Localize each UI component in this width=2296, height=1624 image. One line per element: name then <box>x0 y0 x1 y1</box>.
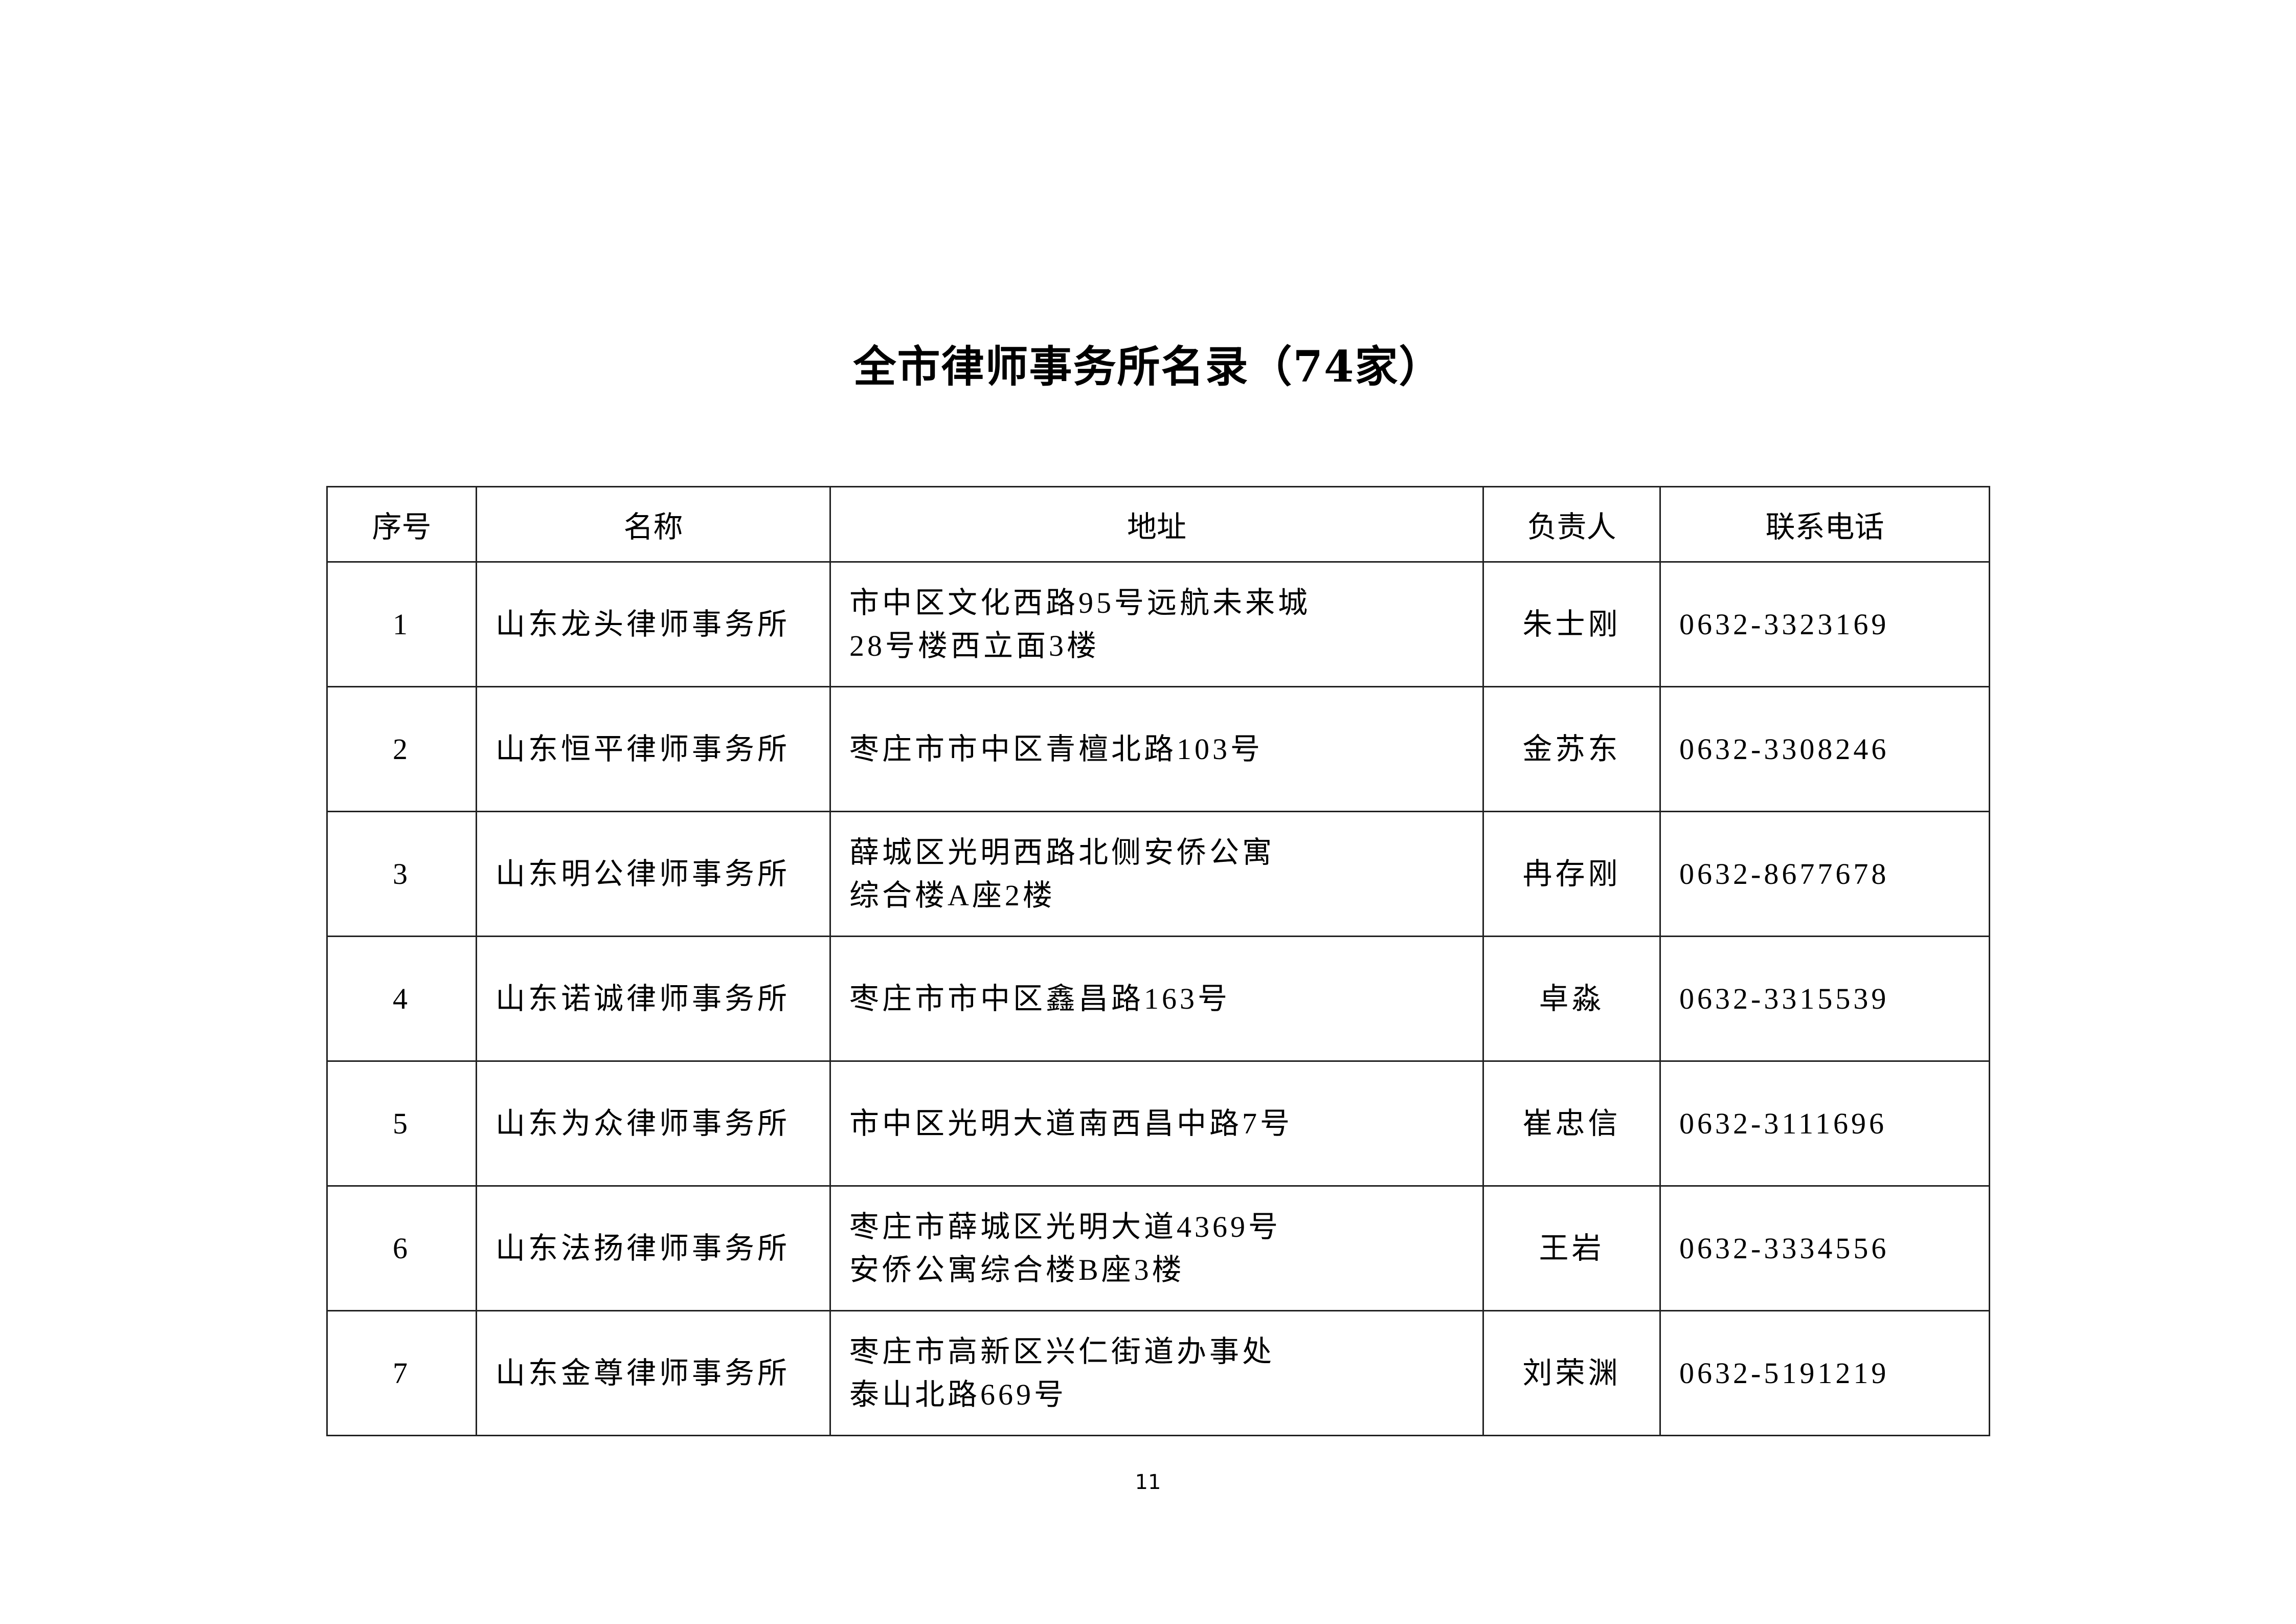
cell-head: 卓淼 <box>1482 936 1661 1062</box>
cell-name: 山东龙头律师事务所 <box>476 561 831 687</box>
address-line: 枣庄市薛城区光明大道4369号 <box>849 1210 1281 1243</box>
cell-name: 山东法扬律师事务所 <box>476 1185 831 1311</box>
cell-no: 6 <box>326 1185 477 1311</box>
cell-name: 山东恒平律师事务所 <box>476 686 831 812</box>
cell-address: 枣庄市高新区兴仁街道办事处 泰山北路669号 <box>829 1310 1484 1436</box>
cell-phone: 0632-5191219 <box>1659 1310 1990 1436</box>
address-line: 薛城区光明西路北侧安侨公寓 <box>849 835 1275 869</box>
address-line: 枣庄市市中区青檀北路103号 <box>849 732 1264 766</box>
cell-no: 4 <box>326 936 477 1062</box>
address-line: 市中区文化西路95号远航未来城 <box>849 586 1311 619</box>
header-no: 序号 <box>326 486 477 563</box>
cell-phone: 0632-8677678 <box>1659 811 1990 937</box>
cell-name: 山东诺诚律师事务所 <box>476 936 831 1062</box>
header-address: 地址 <box>829 486 1484 563</box>
table-row: 7 山东金尊律师事务所 枣庄市高新区兴仁街道办事处 泰山北路669号 刘荣渊 0632-5… <box>326 1310 1990 1436</box>
header-head: 负责人 <box>1482 486 1661 563</box>
cell-phone: 0632-3334556 <box>1659 1185 1990 1311</box>
cell-head: 刘荣渊 <box>1482 1310 1661 1436</box>
table-row: 6 山东法扬律师事务所 枣庄市薛城区光明大道4369号 安侨公寓综合楼B座3楼 王岩 06… <box>326 1185 1990 1311</box>
table-row: 2 山东恒平律师事务所 枣庄市市中区青檀北路103号 金苏东 0632-3308246 <box>326 686 1990 812</box>
cell-name: 山东为众律师事务所 <box>476 1060 831 1187</box>
cell-address: 枣庄市薛城区光明大道4369号 安侨公寓综合楼B座3楼 <box>829 1185 1484 1311</box>
address-line: 28号楼西立面3楼 <box>849 629 1100 662</box>
address-line: 枣庄市市中区鑫昌路163号 <box>849 982 1231 1015</box>
cell-no: 2 <box>326 686 477 812</box>
cell-address: 枣庄市市中区鑫昌路163号 <box>829 936 1484 1062</box>
address-line: 泰山北路669号 <box>849 1377 1067 1411</box>
page-number: 11 <box>1135 1471 1161 1494</box>
cell-phone: 0632-3308246 <box>1659 686 1990 812</box>
cell-name: 山东金尊律师事务所 <box>476 1310 831 1436</box>
header-phone: 联系电话 <box>1659 486 1990 563</box>
cell-phone: 0632-3323169 <box>1659 561 1990 687</box>
cell-address: 薛城区光明西路北侧安侨公寓 综合楼A座2楼 <box>829 811 1484 937</box>
cell-phone: 0632-3315539 <box>1659 936 1990 1062</box>
cell-address: 市中区光明大道南西昌中路7号 <box>829 1060 1484 1187</box>
cell-head: 王岩 <box>1482 1185 1661 1311</box>
cell-head: 朱士刚 <box>1482 561 1661 687</box>
cell-name: 山东明公律师事务所 <box>476 811 831 937</box>
cell-no: 7 <box>326 1310 477 1436</box>
address-line: 综合楼A座2楼 <box>849 878 1055 912</box>
cell-address: 市中区文化西路95号远航未来城 28号楼西立面3楼 <box>829 561 1484 687</box>
address-line: 市中区光明大道南西昌中路7号 <box>849 1106 1293 1140</box>
table-row: 3 山东明公律师事务所 薛城区光明西路北侧安侨公寓 综合楼A座2楼 冉存刚 0632-86… <box>326 811 1990 937</box>
cell-head: 金苏东 <box>1482 686 1661 812</box>
table-row: 4 山东诺诚律师事务所 枣庄市市中区鑫昌路163号 卓淼 0632-3315539 <box>326 936 1990 1062</box>
page-title: 全市律师事务所名录（74家） <box>853 341 1443 392</box>
table-row: 1 山东龙头律师事务所 市中区文化西路95号远航未来城 28号楼西立面3楼 朱士刚 063… <box>326 561 1990 687</box>
cell-no: 1 <box>326 561 477 687</box>
cell-address: 枣庄市市中区青檀北路103号 <box>829 686 1484 812</box>
cell-head: 冉存刚 <box>1482 811 1661 937</box>
cell-phone: 0632-3111696 <box>1659 1060 1990 1187</box>
table-header-row: 序号 名称 地址 负责人 联系电话 <box>326 486 1990 563</box>
header-name: 名称 <box>476 486 831 563</box>
address-line: 枣庄市高新区兴仁街道办事处 <box>849 1334 1275 1368</box>
cell-no: 3 <box>326 811 477 937</box>
address-line: 安侨公寓综合楼B座3楼 <box>849 1253 1185 1286</box>
table-row: 5 山东为众律师事务所 市中区光明大道南西昌中路7号 崔忠信 0632-3111696 <box>326 1060 1990 1187</box>
law-firm-table: 序号 名称 地址 负责人 联系电话 1 山东龙头律师事务所 市中区文化西路95号远航… <box>326 486 1990 1436</box>
cell-no: 5 <box>326 1060 477 1187</box>
cell-head: 崔忠信 <box>1482 1060 1661 1187</box>
